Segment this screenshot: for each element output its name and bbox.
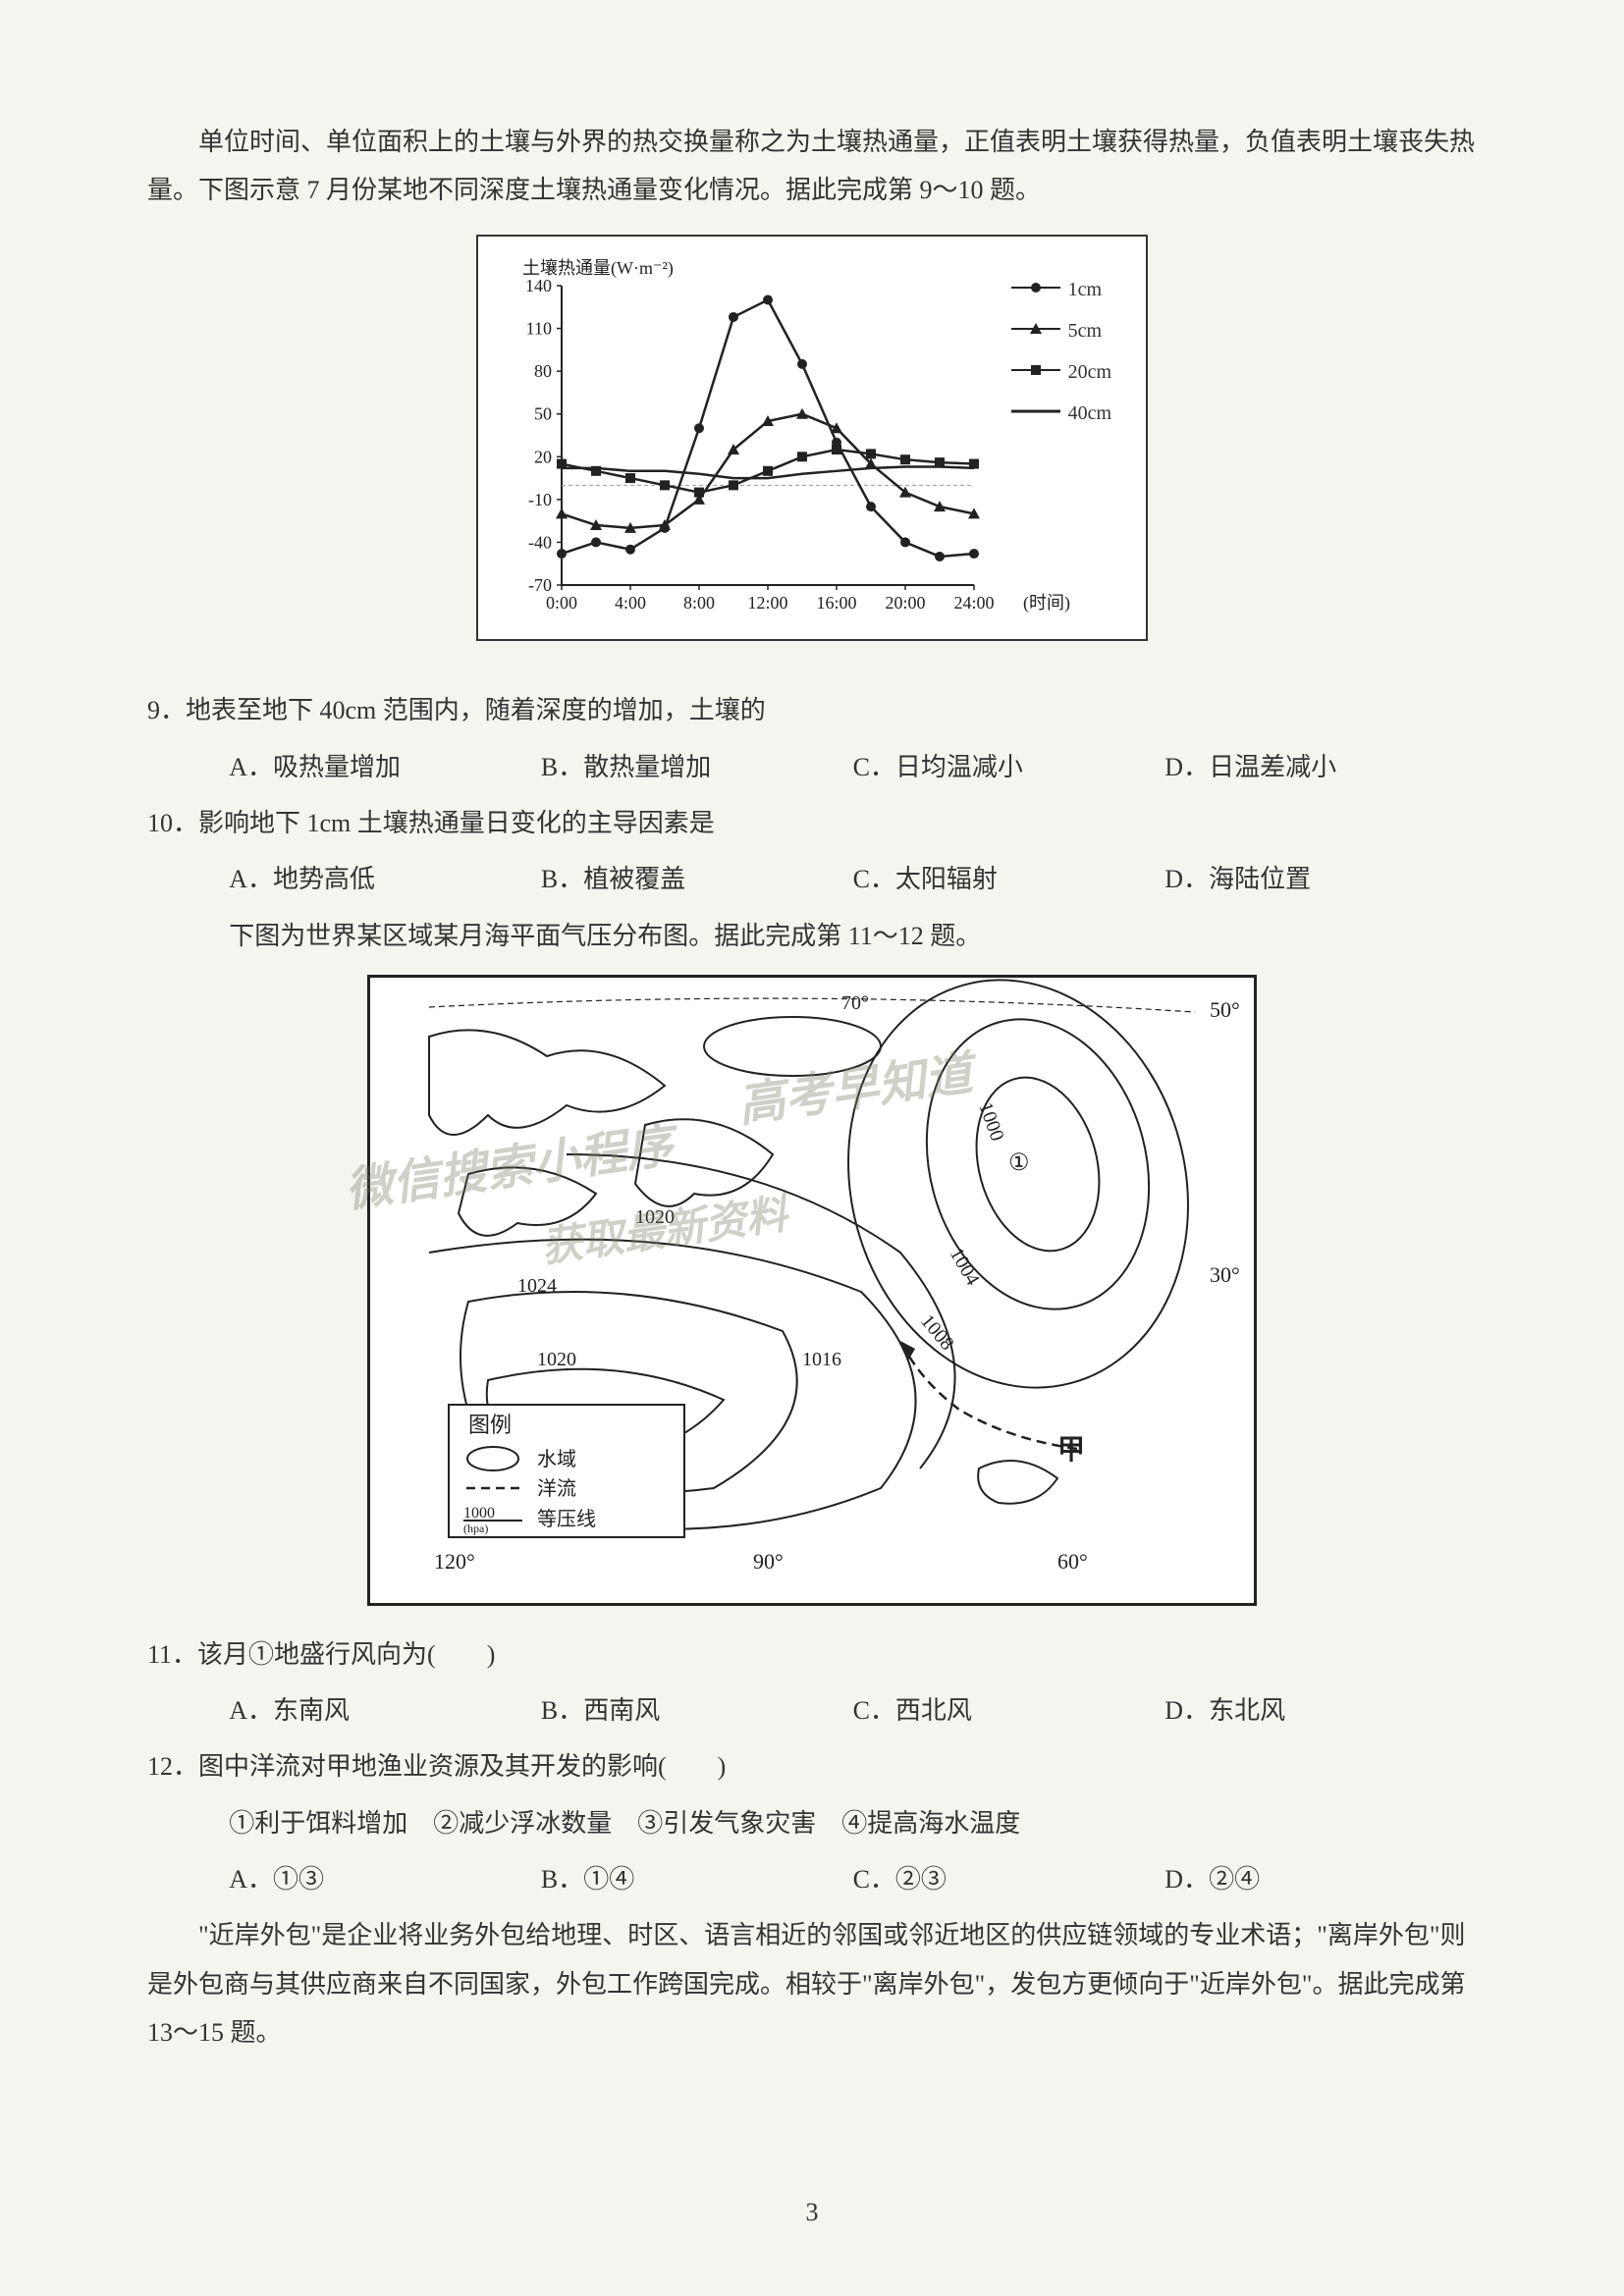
- q12-subline: ①利于饵料增加 ②减少浮冰数量 ③引发气象灾害 ④提高海水温度: [229, 1799, 1477, 1847]
- intro-paragraph-3: "近岸外包"是企业将业务外包给地理、时区、语言相近的邻国或邻近地区的供应链领域的…: [147, 1911, 1477, 2056]
- question-10: 10．影响地下 1cm 土壤热通量日变化的主导因素是: [147, 799, 1477, 847]
- svg-text:90°: 90°: [753, 1549, 784, 1574]
- option-d: D．②④: [1164, 1855, 1477, 1903]
- svg-text:110: 110: [526, 318, 552, 338]
- option-a: A．吸热量增加: [229, 743, 541, 791]
- legend-label: 40cm: [1068, 395, 1111, 432]
- legend-label: 20cm: [1068, 353, 1111, 391]
- svg-text:水域: 水域: [537, 1448, 576, 1470]
- svg-text:等压线: 等压线: [537, 1508, 596, 1530]
- line-marker-icon: [1011, 395, 1060, 432]
- svg-text:(hpa): (hpa): [463, 1522, 488, 1535]
- question-11: 11．该月①地盛行风向为( ): [147, 1630, 1477, 1679]
- svg-text:60°: 60°: [1057, 1549, 1088, 1574]
- svg-text:洋流: 洋流: [537, 1477, 576, 1500]
- option-b: B．散热量增加: [541, 743, 853, 791]
- intro-paragraph-2: 下图为世界某区域某月海平面气压分布图。据此完成第 11～12 题。: [147, 912, 1477, 960]
- svg-text:1020: 1020: [635, 1206, 675, 1228]
- q-text: 图中洋流对甲地渔业资源及其开发的影响( ): [198, 1752, 726, 1781]
- svg-text:(时间): (时间): [1023, 593, 1070, 614]
- svg-text:-10: -10: [528, 490, 552, 509]
- question-12: 12．图中洋流对甲地渔业资源及其开发的影响( ): [147, 1742, 1477, 1790]
- legend-label: 5cm: [1068, 312, 1102, 349]
- square-marker-icon: [1011, 353, 1060, 391]
- svg-text:120°: 120°: [434, 1549, 475, 1574]
- q-text: 地表至地下 40cm 范围内，随着深度的增加，土壤的: [186, 696, 766, 724]
- svg-text:8:00: 8:00: [683, 593, 715, 613]
- svg-text:0:00: 0:00: [546, 593, 577, 613]
- svg-text:图例: 图例: [468, 1413, 512, 1437]
- option-b: B．植被覆盖: [541, 855, 853, 903]
- q-number: 12．: [147, 1752, 198, 1781]
- page-number: 3: [806, 2198, 819, 2227]
- svg-text:24:00: 24:00: [953, 593, 994, 613]
- legend-label: 1cm: [1068, 271, 1102, 308]
- q-number: 11．: [147, 1640, 197, 1669]
- legend-5cm: 5cm: [1011, 312, 1111, 349]
- svg-text:1020: 1020: [537, 1349, 576, 1370]
- option-c: C．太阳辐射: [853, 855, 1165, 903]
- svg-text:1000: 1000: [463, 1505, 495, 1522]
- svg-text:1004: 1004: [946, 1245, 984, 1290]
- question-9: 9．地表至地下 40cm 范围内，随着深度的增加，土壤的: [147, 686, 1477, 734]
- svg-text:140: 140: [525, 276, 552, 295]
- svg-text:12:00: 12:00: [747, 593, 787, 613]
- svg-text:50°: 50°: [1210, 997, 1240, 1022]
- svg-text:30°: 30°: [1210, 1262, 1240, 1287]
- intro-paragraph-1: 单位时间、单位面积上的土壤与外界的热交换量称之为土壤热通量，正值表明土壤获得热量…: [147, 118, 1477, 215]
- circle-marker-icon: [1011, 271, 1060, 308]
- q-number: 9．: [147, 696, 186, 724]
- svg-text:①: ①: [1008, 1150, 1030, 1176]
- svg-text:-40: -40: [528, 532, 552, 552]
- option-c: C．②③: [853, 1855, 1165, 1903]
- option-b: B．西南风: [541, 1686, 853, 1735]
- svg-text:20: 20: [534, 447, 552, 466]
- option-d: D．海陆位置: [1164, 855, 1477, 903]
- q-text: 影响地下 1cm 土壤热通量日变化的主导因素是: [198, 809, 715, 837]
- page-content: 单位时间、单位面积上的土壤与外界的热交换量称之为土壤热通量，正值表明土壤获得热量…: [147, 118, 1477, 2057]
- q9-options: A．吸热量增加 B．散热量增加 C．日均温减小 D．日温差减小: [229, 743, 1477, 791]
- option-a: A．①③: [229, 1855, 541, 1903]
- q10-options: A．地势高低 B．植被覆盖 C．太阳辐射 D．海陆位置: [229, 855, 1477, 903]
- svg-text:70°: 70°: [841, 992, 869, 1014]
- pressure-map-box: 50°30°120°90°60°70°10241020102010121016①…: [367, 975, 1257, 1605]
- q-text: 该月①地盛行风向为( ): [197, 1640, 495, 1669]
- svg-text:-70: -70: [528, 575, 552, 595]
- option-c: C．日均温减小: [853, 743, 1165, 791]
- svg-text:4:00: 4:00: [615, 593, 646, 613]
- legend-40cm: 40cm: [1011, 395, 1111, 432]
- triangle-marker-icon: [1011, 312, 1060, 349]
- legend-1cm: 1cm: [1011, 271, 1111, 308]
- legend-20cm: 20cm: [1011, 353, 1111, 391]
- svg-text:50: 50: [534, 403, 552, 423]
- svg-text:16:00: 16:00: [816, 593, 856, 613]
- chart1-legend: 1cm 5cm 20cm 40cm: [1011, 271, 1111, 436]
- chart1-box: 土壤热通量(W·m⁻²)-70-40-102050801101400:004:0…: [476, 235, 1148, 641]
- svg-text:甲: 甲: [1057, 1435, 1085, 1466]
- svg-text:20:00: 20:00: [885, 593, 925, 613]
- option-c: C．西北风: [853, 1686, 1165, 1735]
- q12-options: A．①③ B．①④ C．②③ D．②④: [229, 1855, 1477, 1903]
- q11-options: A．东南风 B．西南风 C．西北风 D．东北风: [229, 1686, 1477, 1735]
- chart1-container: 土壤热通量(W·m⁻²)-70-40-102050801101400:004:0…: [147, 235, 1477, 657]
- pressure-map: 50°30°120°90°60°70°10241020102010121016①…: [370, 978, 1254, 1586]
- svg-text:1016: 1016: [802, 1349, 841, 1370]
- option-a: A．东南风: [229, 1686, 541, 1735]
- option-d: D．日温差减小: [1164, 743, 1477, 791]
- map-container: 50°30°120°90°60°70°10241020102010121016①…: [147, 975, 1477, 1605]
- option-d: D．东北风: [1164, 1686, 1477, 1735]
- option-b: B．①④: [541, 1855, 853, 1903]
- option-a: A．地势高低: [229, 855, 541, 903]
- q-number: 10．: [147, 809, 198, 837]
- svg-text:80: 80: [534, 361, 552, 381]
